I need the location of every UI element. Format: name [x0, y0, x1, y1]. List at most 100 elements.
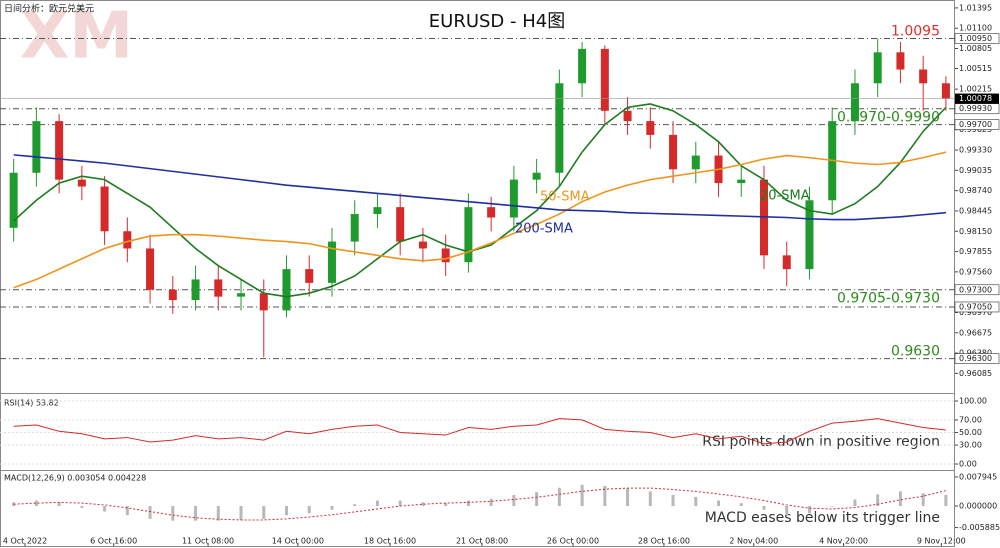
macd-bar	[103, 506, 107, 512]
macd-label: MACD(12,26,9) 0.003054 0.004228	[4, 474, 146, 483]
candle-body	[259, 293, 268, 311]
macd-bar	[80, 506, 84, 508]
y-tick-label: 0.99035	[959, 166, 992, 175]
y-tick-label: 0.96085	[959, 369, 992, 378]
x-tick-label: 4 Oct 2022	[3, 537, 47, 546]
macd-bar	[512, 495, 516, 507]
rsi-line	[13, 418, 946, 445]
level-label: 0.97300	[959, 285, 992, 294]
level-box	[954, 284, 1000, 296]
macd-bar	[944, 494, 948, 507]
candle-body	[237, 293, 246, 297]
macd-annotation: MACD eases below its trigger line	[705, 510, 940, 526]
candle-body	[305, 269, 314, 283]
macd-bar	[807, 506, 811, 514]
candle-body	[623, 110, 632, 122]
level-annotation: 0.9970-0.9990	[837, 110, 940, 126]
candle-body	[782, 255, 791, 270]
macd-bar	[466, 500, 470, 507]
x-tick-label: 21 Oct 08:00	[456, 537, 508, 546]
level-label: 0.99930	[959, 104, 992, 113]
macd-bar	[853, 499, 857, 507]
macd-bar	[580, 484, 584, 507]
candle-body	[55, 121, 64, 180]
macd-bar	[148, 506, 152, 519]
candle-body	[691, 155, 700, 170]
level-box	[954, 119, 1000, 130]
macd-bar	[262, 506, 266, 519]
last-price-label: 1.00078	[959, 94, 992, 103]
y-tick-label: 0.98740	[959, 186, 992, 195]
y-tick-label: 1.00515	[959, 64, 992, 73]
x-tick-label: 2 Nov 04:00	[729, 537, 778, 546]
macd-bar	[444, 503, 448, 507]
candle-body	[532, 172, 541, 180]
candle-body	[214, 279, 223, 297]
x-tick-label: 18 Oct 16:00	[364, 537, 416, 546]
level-annotation: 1.0095	[891, 24, 940, 40]
candle-body	[350, 214, 359, 242]
watermark: XM	[20, 0, 133, 74]
macd-bar	[921, 493, 925, 507]
candle-body	[805, 200, 814, 270]
sma-label: 50-SMA	[540, 190, 590, 205]
macd-bar	[830, 506, 834, 507]
candle-body	[646, 121, 655, 135]
y-tick-label: 0.00	[959, 460, 977, 469]
candle-body	[919, 69, 928, 84]
macd-bar	[239, 506, 243, 520]
y-tick-label: 100.00	[959, 397, 987, 406]
candle-body	[168, 289, 177, 301]
last-price-box	[955, 93, 999, 104]
frame	[0, 0, 955, 547]
macd-bar	[603, 485, 607, 507]
candle-body	[373, 207, 382, 215]
sma-line	[13, 154, 946, 221]
macd-bar	[285, 506, 288, 516]
candle-body	[600, 48, 609, 111]
y-tick-label: 0.007945	[959, 472, 997, 481]
y-tick-label: 0.99330	[959, 146, 992, 155]
macd-bar	[898, 491, 902, 507]
rsi-label: RSI(14) 53.82	[4, 399, 59, 408]
y-tick-label: 70.00	[959, 415, 982, 424]
sma-line	[13, 103, 947, 298]
candle-body	[509, 179, 518, 218]
x-tick-label: 26 Oct 00:00	[547, 537, 599, 546]
candle-body	[123, 231, 132, 249]
y-tick-label: 1.00805	[959, 44, 992, 53]
y-tick-label: 0.96675	[959, 328, 992, 337]
level-label: 1.00950	[959, 34, 992, 43]
candle-body	[32, 121, 41, 173]
level-label: 0.99700	[959, 120, 992, 129]
y-tick-label: 50.00	[959, 428, 982, 437]
macd-bar	[375, 500, 379, 507]
macd-bar	[739, 503, 743, 507]
candle-body	[737, 179, 746, 184]
level-label: 0.97050	[959, 302, 992, 311]
macd-bar	[535, 492, 539, 507]
x-tick-label: 28 Oct 16:00	[638, 537, 690, 546]
sma-label: 200-SMA	[515, 222, 573, 237]
x-tick-label: 9 Nov 12:00	[917, 537, 966, 546]
candle-body	[941, 83, 950, 99]
macd-bar	[194, 506, 198, 521]
macd-bar	[57, 502, 61, 507]
macd-bar	[626, 488, 630, 507]
y-tick-label: 0.97855	[959, 247, 992, 256]
candle-body	[669, 134, 678, 170]
macd-bar	[330, 506, 334, 510]
macd-bar	[648, 491, 652, 507]
y-tick-label: 1.00215	[959, 85, 992, 94]
macd-bar	[125, 506, 129, 516]
candle-body	[850, 83, 859, 122]
sma-label: 20-SMA	[760, 189, 810, 204]
macd-bar	[717, 500, 721, 507]
rsi-annotation: RSI points down in positive region	[702, 434, 940, 450]
candle-body	[464, 207, 473, 263]
level-box	[954, 353, 1000, 364]
level-annotation: 0.9630	[891, 344, 940, 360]
chart-subtitle: 日间分析：欧元兑美元	[4, 3, 94, 15]
candle-body	[578, 48, 587, 84]
